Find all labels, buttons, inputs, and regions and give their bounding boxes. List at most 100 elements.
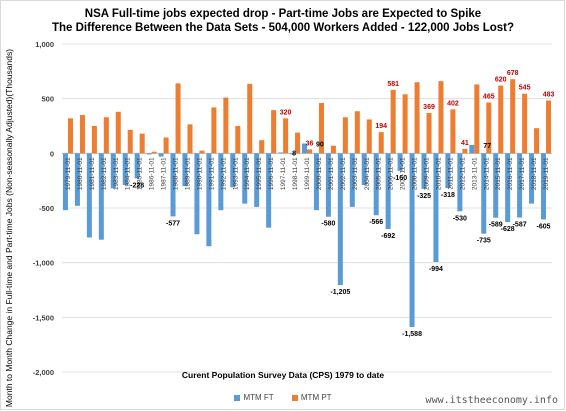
data-label-ft: -566 xyxy=(369,219,383,226)
bar-mtm-pt xyxy=(366,119,372,154)
bar-mtm-ft xyxy=(206,153,212,247)
data-label-ft: -587 xyxy=(513,222,527,229)
bar-mtm-pt xyxy=(342,117,348,154)
x-tick-label: 2009-11-01 xyxy=(424,157,431,190)
data-label-pt: 41 xyxy=(461,140,469,147)
data-label-pt: 320 xyxy=(280,109,292,116)
bar-mtm-ft xyxy=(122,153,128,186)
bar-mtm-pt xyxy=(462,148,468,154)
bar-mtm-ft xyxy=(337,153,343,286)
source-url[interactable]: www.itstheeconomy.info xyxy=(425,395,558,406)
bar-mtm-pt xyxy=(498,85,504,154)
y-tick-label: -2,000 xyxy=(33,368,54,377)
x-tick-label: 1994-11-01 xyxy=(244,157,251,190)
data-label-ft: -1,205 xyxy=(330,289,350,296)
x-tick-label: 1979-11-01 xyxy=(65,157,72,190)
bar-mtm-ft xyxy=(170,153,176,217)
data-label-ft: 90 xyxy=(316,141,324,148)
bar-mtm-pt xyxy=(522,93,528,154)
bar-mtm-ft xyxy=(325,153,331,217)
bar-mtm-ft xyxy=(290,153,296,155)
y-axis-label: Month to Month Change in Full-time and P… xyxy=(4,48,14,408)
bar-mtm-ft xyxy=(146,153,152,155)
bar-mtm-ft xyxy=(266,153,272,228)
bar-mtm-pt xyxy=(271,110,277,154)
y-tick-label: -1,500 xyxy=(33,313,54,322)
x-tick-label: 2014-11-01 xyxy=(483,157,490,190)
x-tick-label: 1999-11-01 xyxy=(304,157,311,190)
legend: MTM FT MTM PT xyxy=(0,393,566,402)
x-tick-label: 1988-11-01 xyxy=(173,157,180,190)
bar-mtm-pt xyxy=(151,151,157,154)
x-tick-label: 2016-11-01 xyxy=(507,157,514,190)
x-tick-label: 1980-11-01 xyxy=(77,157,84,190)
x-tick-label: 2005-11-01 xyxy=(376,157,383,190)
x-tick-label: 1989-11-01 xyxy=(184,157,191,190)
x-tick-label: 1995-11-01 xyxy=(256,157,263,190)
legend-swatch-ft xyxy=(234,394,241,401)
bar-mtm-ft xyxy=(445,153,451,189)
bar-mtm-ft xyxy=(194,153,200,235)
legend-label-ft: MTM FT xyxy=(243,393,274,402)
bar-mtm-ft xyxy=(457,153,463,212)
x-tick-label: 2013-11-01 xyxy=(471,157,478,190)
bar-mtm-ft xyxy=(134,153,140,179)
data-label-ft: -1,588 xyxy=(402,331,422,338)
x-tick-label: 1987-11-01 xyxy=(161,157,168,190)
data-label-pt: 620 xyxy=(495,77,507,84)
bar-mtm-ft xyxy=(62,153,68,211)
chart-subtitle: The Difference Between the Data Sets - 5… xyxy=(51,22,515,34)
bar-mtm-ft xyxy=(529,153,535,204)
data-label-pt: 402 xyxy=(447,100,459,107)
x-tick-label: 2017-11-01 xyxy=(519,157,526,190)
bar-mtm-ft xyxy=(158,153,164,157)
bar-mtm-ft xyxy=(349,153,355,207)
x-tick-label: 1997-11-01 xyxy=(280,157,287,190)
x-tick-label: 2015-11-01 xyxy=(495,157,502,190)
bar-mtm-pt xyxy=(318,103,324,154)
bar-mtm-pt xyxy=(175,83,181,154)
y-tick-label: 1,000 xyxy=(35,40,54,49)
data-label-ft: -318 xyxy=(441,192,455,199)
bar-mtm-pt xyxy=(187,124,193,154)
data-label-ft: -580 xyxy=(321,221,335,228)
bar-mtm-ft xyxy=(242,153,248,204)
x-tick-label: 1986-11-01 xyxy=(149,157,156,190)
x-tick-label: 1992-11-01 xyxy=(220,157,227,190)
bar-mtm-ft xyxy=(421,153,427,189)
bar-mtm-pt xyxy=(378,132,384,154)
data-label-pt: 483 xyxy=(543,92,555,99)
bar-mtm-ft xyxy=(182,153,188,187)
x-tick-label: 2006-11-01 xyxy=(388,157,395,190)
x-tick-label: 1984-11-01 xyxy=(125,157,132,190)
x-tick-label: 1983-11-01 xyxy=(113,157,120,190)
bar-mtm-ft xyxy=(230,153,236,188)
data-label-ft: -160 xyxy=(393,175,407,182)
x-tick-label: 2002-11-01 xyxy=(340,157,347,190)
data-label-ft: -605 xyxy=(537,223,551,230)
bar-mtm-pt xyxy=(438,81,444,154)
bar-mtm-ft xyxy=(218,153,224,211)
bar-mtm-pt xyxy=(534,128,540,154)
data-label-ft: -228 xyxy=(130,182,144,189)
bar-mtm-pt xyxy=(510,79,516,154)
data-label-pt: 194 xyxy=(375,123,387,130)
y-tick-label: 500 xyxy=(41,95,54,104)
data-label-ft: -994 xyxy=(429,266,443,273)
x-tick-label: 2008-11-01 xyxy=(412,157,419,190)
data-label-pt: 465 xyxy=(483,93,495,100)
bar-mtm-pt xyxy=(91,126,97,154)
bar-mtm-ft xyxy=(493,153,499,218)
bar-mtm-ft xyxy=(541,153,547,220)
bar-mtm-ft xyxy=(98,153,104,240)
bar-mtm-ft xyxy=(385,153,391,229)
bar-mtm-pt xyxy=(414,82,420,154)
bar-mtm-ft xyxy=(505,153,511,222)
data-label-pt: 36 xyxy=(306,140,314,147)
bar-mtm-pt xyxy=(295,132,301,154)
chart-title: NSA Full-time jobs expected drop - Part-… xyxy=(84,8,482,20)
bar-mtm-ft xyxy=(373,153,379,216)
x-axis-label: Curent Population Survey Data (CPS) 1979… xyxy=(181,370,385,380)
y-tick-label: 0 xyxy=(50,149,54,158)
